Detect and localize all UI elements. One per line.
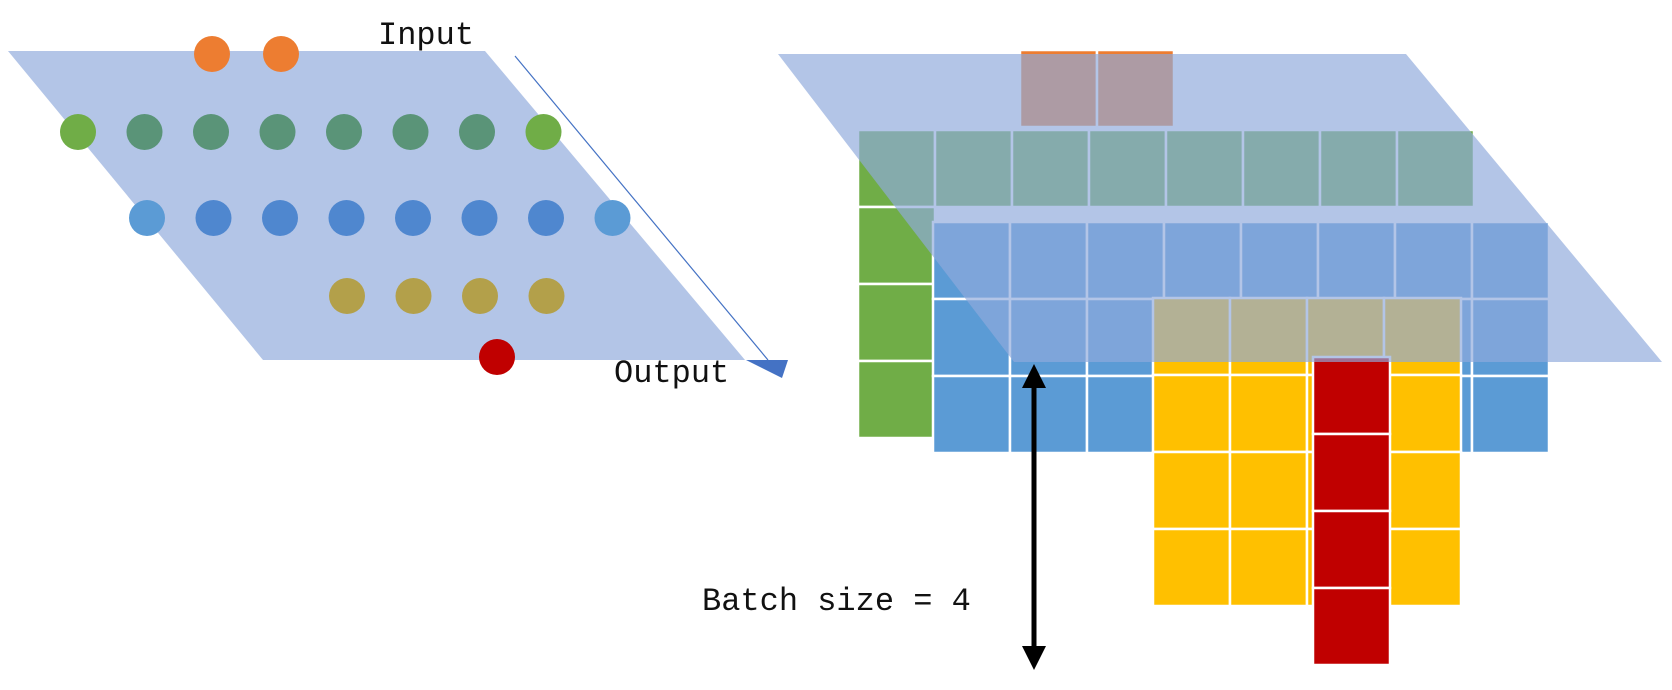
hidden-1-node (193, 114, 229, 150)
output-node (479, 339, 515, 375)
hidden-1-node (60, 114, 96, 150)
yellow-layer-cell (1228, 450, 1309, 531)
yellow-layer-cell (1151, 373, 1232, 454)
batch-size-label: Batch size = 4 (702, 583, 971, 620)
network-nodes (60, 36, 631, 375)
green-batch-cell (856, 359, 937, 440)
input-node (263, 36, 299, 72)
hidden-3-node (395, 278, 432, 314)
batch-arrow-head-bottom (1022, 646, 1046, 670)
left-plane (8, 51, 745, 360)
hidden-1-node (259, 114, 296, 150)
yellow-layer-cell (1382, 450, 1463, 531)
hidden-3-node (528, 278, 565, 314)
hidden-1-node (326, 114, 362, 150)
hidden-2-node (129, 200, 165, 236)
hidden-2-node (195, 200, 232, 236)
red-output-cell (1311, 432, 1392, 513)
input-label: Input (378, 17, 474, 54)
yellow-layer-cell (1151, 527, 1232, 608)
batch-arrow-head-top (1022, 364, 1046, 388)
hidden-3-node (329, 278, 365, 314)
green-batch-cell (856, 282, 937, 363)
network-view: Input Output (8, 17, 788, 392)
red-output-cell (1311, 509, 1392, 590)
red-output-cell (1311, 355, 1392, 436)
red-output-cell (1311, 586, 1392, 667)
hidden-2-node (395, 200, 431, 236)
hidden-1-node (525, 114, 562, 150)
hidden-1-node (126, 114, 163, 150)
yellow-layer-cell (1228, 527, 1309, 608)
batch-view: Batch size = 4 (702, 48, 1662, 670)
hidden-1-node (392, 114, 429, 150)
hidden-3-node (462, 278, 498, 314)
output-label: Output (614, 355, 729, 392)
hidden-2-node (594, 200, 631, 236)
blue-layer-cell (1470, 374, 1551, 455)
double-headed-vertical-arrow-icon (1022, 364, 1046, 670)
flow-arrow-line (514, 55, 769, 361)
hidden-2-node (328, 200, 365, 236)
right-plane (778, 54, 1662, 362)
yellow-layer-cell (1382, 373, 1463, 454)
hidden-2-node (262, 200, 298, 236)
hidden-2-node (461, 200, 498, 236)
input-node (194, 36, 230, 72)
blue-layer-cell (1008, 374, 1089, 455)
blue-layer-cell (931, 374, 1012, 455)
hidden-2-node (528, 200, 564, 236)
down-right-arrow-icon (746, 360, 788, 378)
yellow-layer-cell (1382, 527, 1463, 608)
yellow-layer-cell (1228, 373, 1309, 454)
hidden-1-node (459, 114, 495, 150)
yellow-layer-cell (1151, 450, 1232, 531)
